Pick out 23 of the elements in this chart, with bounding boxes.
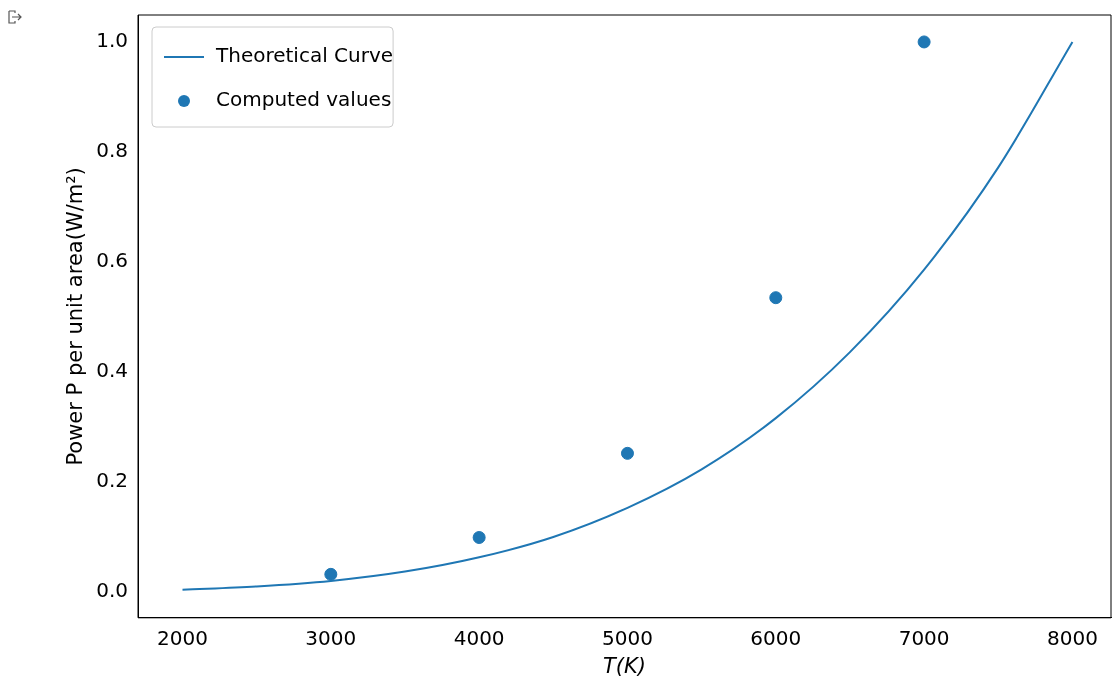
y-tick-label: 0.2 — [96, 468, 129, 493]
x-axis-title: T(K) — [603, 653, 646, 678]
x-tick-label: 2000 — [157, 626, 208, 650]
y-tick-label: 0.4 — [96, 358, 129, 383]
y-tick-label: 0.6 — [96, 248, 129, 273]
legend-label: Theoretical Curve — [215, 43, 394, 68]
y-tick-label: 0.0 — [96, 578, 129, 603]
point — [324, 567, 338, 581]
x-tick-label: 8000 — [1046, 626, 1098, 650]
point — [769, 291, 783, 305]
point — [917, 35, 931, 49]
line-series — [181, 40, 1074, 591]
y-tick-label: 1.0 — [96, 28, 129, 53]
y-axis-title: Power P per unit area(W/m²) — [63, 167, 88, 466]
legend-label: Computed values — [216, 87, 392, 112]
y-tick-label: 0.8 — [96, 138, 129, 163]
x-tick-label: 3000 — [305, 626, 357, 650]
point — [472, 531, 486, 544]
point — [620, 446, 634, 460]
x-tick-label: 5000 — [602, 626, 653, 650]
x-tick-label: 6000 — [750, 626, 802, 650]
x-tick-label: 4000 — [453, 626, 505, 650]
x-tick-label: 7000 — [898, 626, 950, 650]
